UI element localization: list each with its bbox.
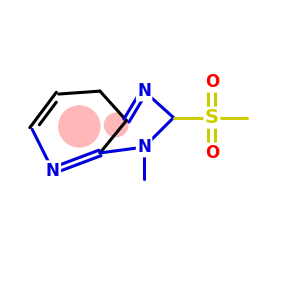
Circle shape [104,112,128,137]
Text: S: S [205,108,219,127]
Text: O: O [205,144,219,162]
Circle shape [58,105,100,148]
Text: N: N [137,82,151,100]
Text: O: O [205,73,219,91]
Text: N: N [46,162,60,180]
Text: N: N [137,138,151,156]
